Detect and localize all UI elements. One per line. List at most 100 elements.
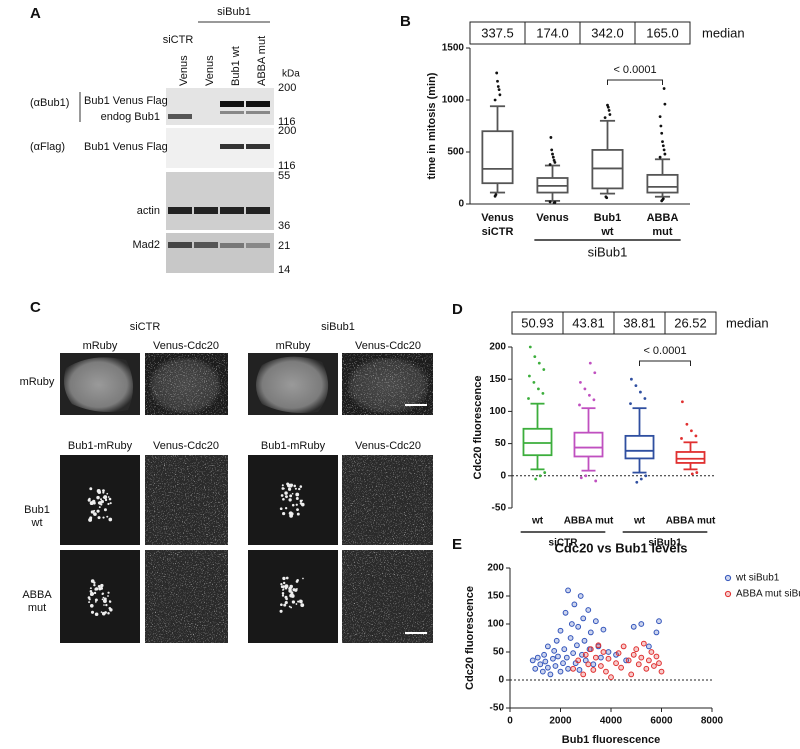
band <box>194 242 218 248</box>
significance-label: < 0.0001 <box>613 64 656 76</box>
spot <box>288 589 292 593</box>
point <box>630 651 637 658</box>
marker: 116 <box>278 116 296 128</box>
outlier <box>592 398 596 402</box>
outlier <box>542 368 546 371</box>
outlier <box>552 158 556 162</box>
spot <box>289 514 293 518</box>
outlier <box>660 131 664 135</box>
spot <box>288 511 292 515</box>
spot <box>282 576 286 581</box>
spot <box>293 484 297 488</box>
spot <box>93 512 97 516</box>
spot <box>94 598 98 602</box>
y-axis-label: Cdc20 fluorescence <box>464 586 476 690</box>
band <box>168 242 192 248</box>
spot <box>296 512 300 516</box>
point <box>562 609 569 616</box>
legend-label: wt siBub1 <box>735 573 780 584</box>
significance-bracket <box>607 79 663 85</box>
outlier <box>680 437 683 440</box>
outlier <box>662 148 666 152</box>
kinetochores <box>87 482 305 617</box>
x-tick-label: ABBA mut <box>666 516 716 527</box>
x-tick-label: mut <box>652 226 673 238</box>
spot <box>97 584 101 588</box>
point <box>613 660 619 667</box>
outlier <box>533 355 537 359</box>
point <box>635 661 642 668</box>
spot <box>281 484 284 487</box>
outlier <box>685 422 689 426</box>
point <box>656 618 662 625</box>
spot <box>100 611 103 613</box>
outlier <box>543 471 547 474</box>
blot-label: actin <box>137 205 160 217</box>
legend-marker <box>724 574 732 582</box>
point <box>580 671 587 678</box>
spot <box>287 487 292 491</box>
outlier <box>551 155 555 159</box>
point <box>534 654 541 661</box>
outlier <box>498 93 502 97</box>
outlier <box>695 471 699 474</box>
outlier <box>497 88 501 91</box>
outlier <box>629 402 632 406</box>
point <box>598 663 604 669</box>
spot <box>105 603 108 607</box>
spot <box>108 497 112 501</box>
point <box>585 607 592 613</box>
spot <box>290 606 293 609</box>
outlier <box>594 479 598 483</box>
band <box>194 207 218 214</box>
outlier <box>659 124 663 128</box>
band <box>220 111 244 114</box>
point <box>628 671 635 678</box>
outlier <box>588 393 591 397</box>
spot <box>108 517 113 522</box>
outlier <box>538 474 542 478</box>
y-tick-label: 0 <box>500 470 506 481</box>
point <box>590 667 597 673</box>
point <box>567 635 574 641</box>
column-header: Venus-Cdc20 <box>153 340 219 352</box>
outlier <box>579 381 582 384</box>
column-header: Bub1-mRuby <box>68 440 133 452</box>
outlier <box>534 477 538 481</box>
point <box>598 654 604 661</box>
spot <box>102 596 105 599</box>
spot <box>296 508 299 512</box>
spot <box>280 583 283 586</box>
spot <box>287 483 290 485</box>
outlier <box>690 472 694 476</box>
lane-label: ABBA mut <box>256 36 268 86</box>
outlier <box>593 371 597 375</box>
point <box>595 642 602 649</box>
spot <box>94 612 99 617</box>
spot <box>93 583 96 587</box>
x-tick-label: Venus <box>536 212 568 224</box>
panel-a: A siBub1 siCTR Venus Venus Bub1 wt ABBA … <box>30 5 300 276</box>
spot <box>298 487 301 491</box>
outlier <box>578 403 581 407</box>
band <box>246 243 270 248</box>
spot <box>295 603 298 605</box>
cell <box>64 357 134 412</box>
x-axis-label: Bub1 fluorescence <box>562 734 660 746</box>
point <box>640 640 647 647</box>
outlier <box>548 163 552 166</box>
outlier <box>662 87 666 90</box>
point <box>625 657 632 664</box>
x-tick-label: Venus <box>481 212 513 224</box>
y-tick-label: 1500 <box>442 43 465 54</box>
spot <box>89 518 92 521</box>
spot <box>98 506 101 509</box>
spot <box>101 598 104 601</box>
point <box>544 643 551 650</box>
spot <box>282 585 285 588</box>
lane-label: Bub1 wt <box>230 46 242 86</box>
spot <box>107 496 110 498</box>
spot <box>301 499 303 502</box>
y-axis-label: Cdc20 fluorescence <box>472 376 484 480</box>
median-label: 165.0 <box>646 25 679 40</box>
